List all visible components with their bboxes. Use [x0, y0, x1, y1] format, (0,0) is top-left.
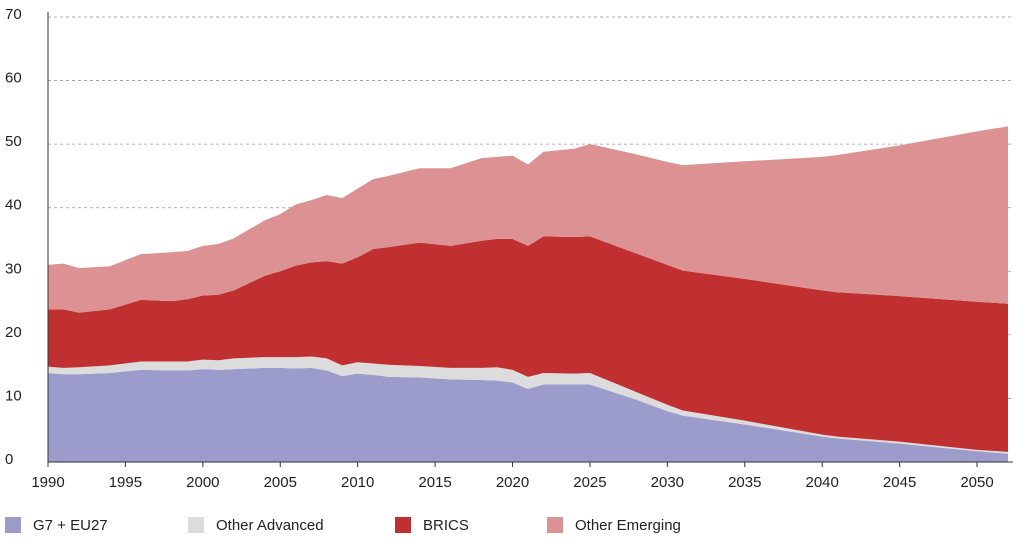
legend-label: Other Advanced	[216, 517, 324, 534]
area	[48, 356, 1008, 454]
y-tick-label: 30	[5, 260, 22, 277]
x-tick-label: 2020	[496, 474, 529, 491]
y-tick-label: 0	[5, 451, 13, 468]
legend-label: Other Emerging	[575, 517, 681, 534]
x-tick-label: 2015	[418, 474, 451, 491]
y-tick-label: 70	[5, 6, 22, 23]
legend-swatch	[547, 517, 563, 533]
legend-swatch	[188, 517, 204, 533]
x-tick-label: 2040	[806, 474, 839, 491]
x-tick-label: 2050	[960, 474, 993, 491]
x-tick-label: 2005	[264, 474, 297, 491]
y-tick-label: 10	[5, 387, 22, 404]
y-tick-label: 20	[5, 324, 22, 341]
legend-label: G7 + EU27	[33, 517, 108, 534]
x-tick-label: 2035	[728, 474, 761, 491]
legend-swatch	[395, 517, 411, 533]
x-tick-label: 1995	[109, 474, 142, 491]
y-tick-label: 60	[5, 70, 22, 87]
x-tick-label: 2000	[186, 474, 219, 491]
y-tick-label: 50	[5, 133, 22, 150]
area	[48, 126, 1008, 313]
legend-label: BRICS	[423, 517, 469, 534]
x-tick-label: 1990	[31, 474, 64, 491]
x-tick-label: 2045	[883, 474, 916, 491]
x-tick-label: 2010	[341, 474, 374, 491]
y-tick-label: 40	[5, 197, 22, 214]
area	[48, 236, 1008, 452]
x-tick-label: 2025	[573, 474, 606, 491]
legend-swatch	[5, 517, 21, 533]
x-tick-label: 2030	[651, 474, 684, 491]
area	[48, 367, 1008, 462]
